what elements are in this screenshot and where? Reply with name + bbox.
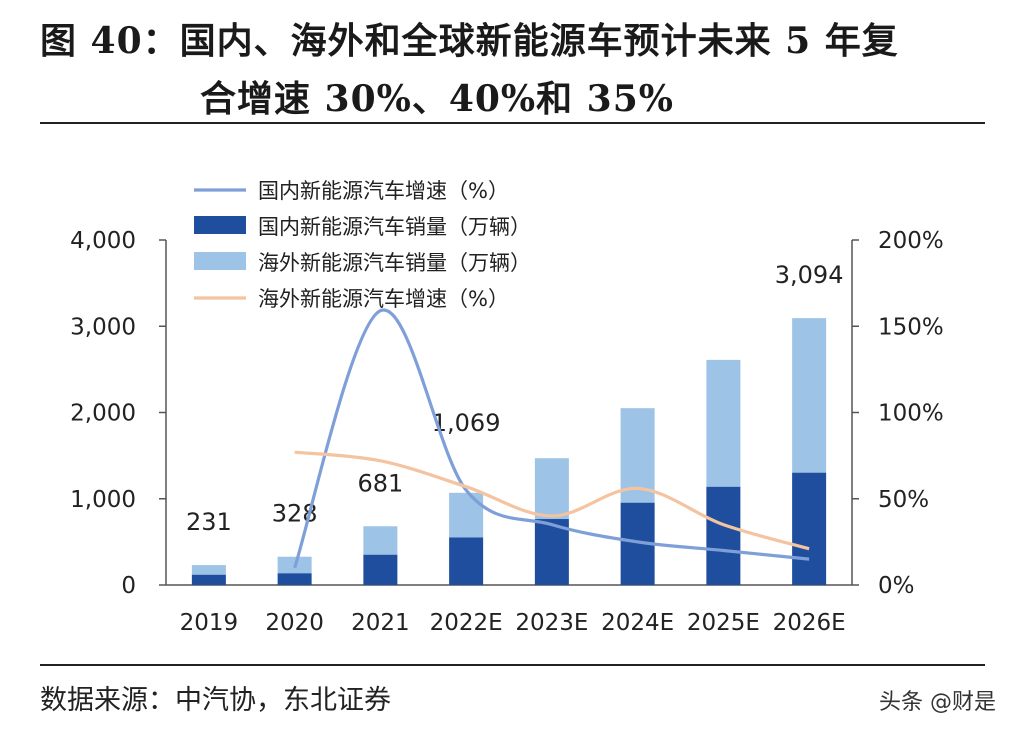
x-tick-label: 2026E (773, 610, 846, 636)
x-tick-label: 2022E (430, 610, 503, 636)
left-tick-label: 3,000 (70, 314, 136, 340)
watermark: 头条 @财是 (879, 690, 996, 715)
bar-segment (534, 458, 569, 520)
legend-swatch (194, 252, 246, 270)
right-tick-label: 150% (878, 314, 944, 340)
legend-label: 海外新能源汽车增速（%） (258, 287, 509, 311)
x-tick-label: 2020 (265, 610, 324, 636)
legend-label: 国内新能源汽车销量（万辆） (258, 215, 531, 239)
bar-total-label: 231 (186, 508, 232, 536)
bar-total-label: 681 (357, 469, 403, 497)
line-series (293, 308, 810, 569)
bar-segment (706, 359, 741, 487)
x-tick-label: 2024E (601, 610, 674, 636)
top-rule (40, 122, 985, 124)
legend-label: 国内新能源汽车增速（%） (258, 179, 509, 203)
chart-title-line2: 合增速 30%、40%和 35% (200, 78, 674, 120)
bar-segment (792, 472, 827, 585)
bar-segment (449, 492, 484, 538)
bar-segment (706, 486, 741, 585)
left-tick-label: 4,000 (70, 228, 136, 254)
x-tick-label: 2021 (351, 610, 410, 636)
legend-swatch (194, 216, 246, 234)
bar-segment (363, 554, 398, 585)
bar-segment (449, 537, 484, 585)
bar-segment (277, 573, 312, 585)
right-tick-label: 50% (878, 487, 929, 513)
bar-segment (191, 565, 226, 575)
left-tick-label: 0 (121, 573, 136, 599)
right-tick-label: 100% (878, 401, 944, 427)
left-tick-label: 1,000 (70, 487, 136, 513)
bottom-rule (40, 664, 985, 666)
chart-title-line1: 图 40：国内、海外和全球新能源车预计未来 5 年复 (40, 20, 899, 62)
x-tick-label: 2019 (180, 610, 239, 636)
bar-segment (534, 519, 569, 585)
bar-total-label: 1,069 (432, 409, 501, 437)
right-tick-label: 200% (878, 228, 944, 254)
legend-label: 海外新能源汽车销量（万辆） (258, 251, 531, 275)
x-tick-label: 2023E (515, 610, 588, 636)
bar-segment (363, 526, 398, 555)
bar-segment (792, 318, 827, 473)
left-tick-label: 2,000 (70, 401, 136, 427)
right-tick-label: 0% (878, 573, 915, 599)
data-source: 数据来源：中汽协，东北证券 (40, 685, 391, 716)
bar-total-label: 3,094 (775, 261, 844, 289)
x-tick-label: 2025E (687, 610, 760, 636)
bar-segment (191, 574, 226, 585)
